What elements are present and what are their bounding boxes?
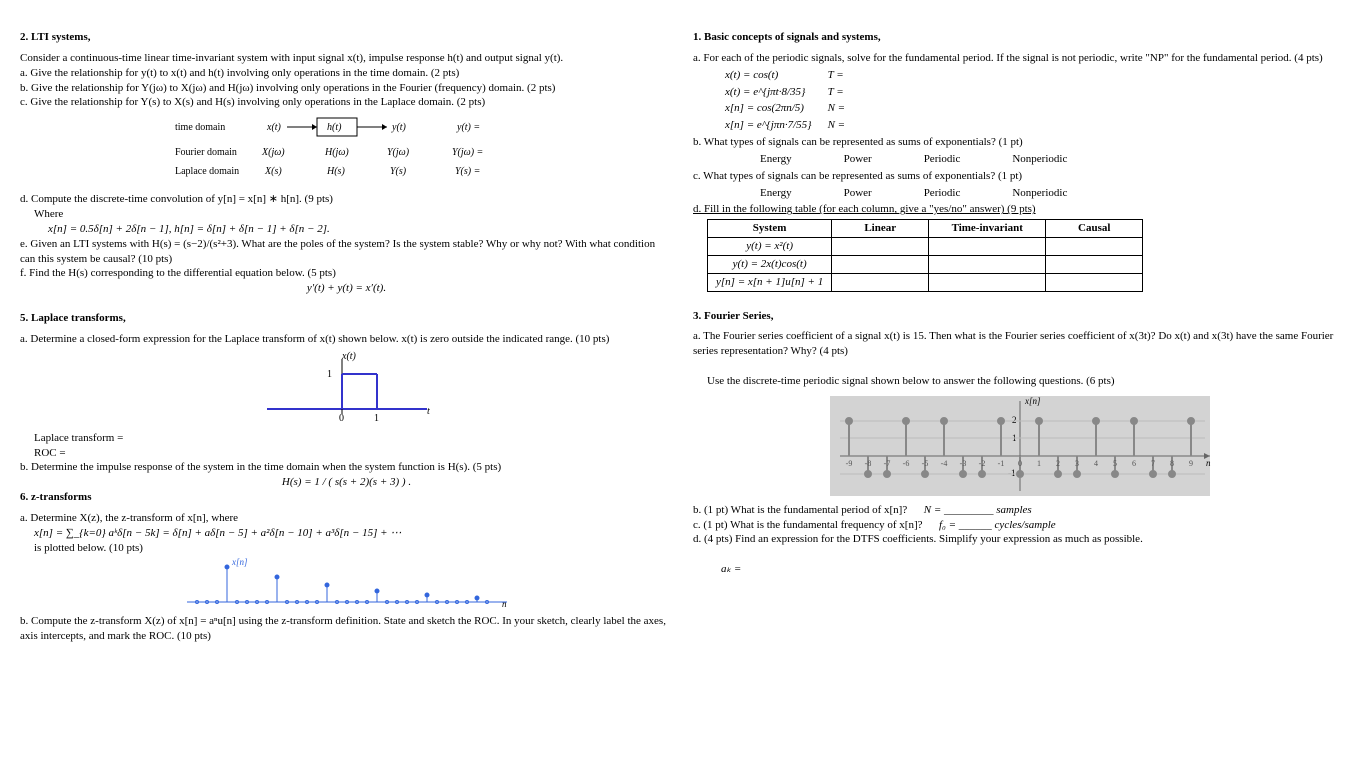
s2-b: b. Give the relationship for Y(jω) to X(… <box>20 81 673 96</box>
s6-a-eq: x[n] = ∑_{k=0} aᵏδ[n − 5k] = δ[n] + aδ[n… <box>34 526 673 541</box>
s2-f-eq: y′(t) + y(t) = x′(t). <box>20 281 673 296</box>
svg-text:-7: -7 <box>883 459 890 468</box>
s5-b: b. Determine the impulse response of the… <box>20 460 673 475</box>
svg-text:-6: -6 <box>902 459 909 468</box>
svg-text:-5: -5 <box>921 459 928 468</box>
svg-text:n: n <box>1206 458 1211 468</box>
s3-b: b. (1 pt) What is the fundamental period… <box>693 503 1346 518</box>
svg-text:0: 0 <box>1018 459 1022 468</box>
s2-e: e. Given an LTI systems with H(s) = (s−2… <box>20 237 673 267</box>
svg-text:8: 8 <box>1170 459 1174 468</box>
s1-a: a. For each of the periodic signals, sol… <box>693 51 1346 66</box>
svg-text:2: 2 <box>1056 459 1060 468</box>
s5-lap: Laplace transform = <box>34 431 673 446</box>
svg-text:0: 0 <box>339 413 344 424</box>
svg-text:x(t): x(t) <box>341 351 357 362</box>
svg-text:y(t): y(t) <box>391 122 407 133</box>
svg-text:Y(jω) =: Y(jω) = <box>452 147 483 158</box>
svg-text:Fourier domain: Fourier domain <box>175 147 237 158</box>
s2-a: a. Give the relationship for y(t) to x(t… <box>20 66 673 81</box>
s5-a: a. Determine a closed-form expression fo… <box>20 332 673 347</box>
s6-a: a. Determine X(z), the z-transform of x[… <box>20 511 673 526</box>
svg-text:time domain: time domain <box>175 122 225 133</box>
discrete-signal-figure: x[n] n 21-1 -9-8-7-6-5-4-3-2-10123456789 <box>693 391 1346 501</box>
s5-b-eq: H(s) = 1 / ( s(s + 2)(s + 3) ) . <box>20 475 673 490</box>
svg-text:3: 3 <box>1075 459 1079 468</box>
s1-d: d. Fill in the following table (for each… <box>693 202 1346 217</box>
svg-text:1: 1 <box>374 413 379 424</box>
s6-b: b. Compute the z-transform X(z) of x[n] … <box>20 614 673 644</box>
s1-c: c. What types of signals can be represen… <box>693 169 1346 184</box>
svg-text:x(t): x(t) <box>266 122 282 133</box>
s1-b: b. What types of signals can be represen… <box>693 135 1346 150</box>
svg-text:y(t) =: y(t) = <box>456 122 480 133</box>
svg-text:-9: -9 <box>845 459 852 468</box>
svg-text:h(t): h(t) <box>327 122 342 133</box>
svg-text:4: 4 <box>1094 459 1098 468</box>
svg-text:7: 7 <box>1151 459 1155 468</box>
svg-text:Y(s): Y(s) <box>390 166 407 177</box>
svg-text:t: t <box>427 406 430 417</box>
s3-use: Use the discrete-time periodic signal sh… <box>707 374 1346 389</box>
s5-roc: ROC = <box>34 446 673 461</box>
svg-text:Laplace domain: Laplace domain <box>175 166 239 177</box>
s2-d: d. Compute the discrete-time convolution… <box>20 192 673 207</box>
s2-d-where: Where <box>34 207 673 222</box>
svg-text:n: n <box>502 599 507 609</box>
s5-title: 5. Laplace transforms, <box>20 312 126 324</box>
svg-text:-2: -2 <box>978 459 985 468</box>
s1-b-options: EnergyPowerPeriodicNonperiodic <box>733 150 1094 169</box>
svg-text:-1: -1 <box>997 459 1004 468</box>
pulse-figure: x(t) t 1 0 1 <box>20 349 673 429</box>
svg-text:2: 2 <box>1012 415 1017 425</box>
svg-text:-1: -1 <box>1008 468 1016 478</box>
right-column: 1. Basic concepts of signals and systems… <box>693 30 1346 644</box>
svg-text:x[n]: x[n] <box>1024 396 1041 406</box>
s2-block-diagram: time domain x(t) h(t) y(t) y(t) = Fourie… <box>20 112 673 190</box>
svg-text:5: 5 <box>1113 459 1117 468</box>
svg-text:Y(s) =: Y(s) = <box>455 166 480 177</box>
svg-text:x[n]: x[n] <box>231 557 248 567</box>
s3-title: 3. Fourier Series, <box>693 310 773 322</box>
svg-text:-8: -8 <box>864 459 871 468</box>
svg-text:-4: -4 <box>940 459 947 468</box>
svg-text:X(jω): X(jω) <box>261 147 285 158</box>
svg-text:-3: -3 <box>959 459 966 468</box>
s3-d: d. (4 pts) Find an expression for the DT… <box>693 532 1346 547</box>
s2-c: c. Give the relationship for Y(s) to X(s… <box>20 95 673 110</box>
left-column: 2. LTI systems, Consider a continuous-ti… <box>20 30 673 644</box>
s2-f: f. Find the H(s) corresponding to the di… <box>20 266 673 281</box>
s2-intro: Consider a continuous-time linear time-i… <box>20 51 673 66</box>
s1-signals-table: x(t) = cos(t)T = x(t) = e^{jπt·8/35}T = … <box>723 66 861 135</box>
svg-text:X(s): X(s) <box>264 166 282 177</box>
s2-title: 2. LTI systems, <box>20 31 91 43</box>
svg-text:1: 1 <box>327 369 332 380</box>
s1-d-table: SystemLinearTime-invariantCausal y(t) = … <box>707 219 1143 291</box>
s1-title: 1. Basic concepts of signals and systems… <box>693 31 881 43</box>
svg-text:9: 9 <box>1189 459 1193 468</box>
svg-text:H(jω): H(jω) <box>324 147 349 158</box>
stem-figure: x[n] n <box>20 557 673 612</box>
s3-a: a. The Fourier series coefficient of a s… <box>693 329 1346 359</box>
s6-title: 6. z-transforms <box>20 491 91 503</box>
svg-text:6: 6 <box>1132 459 1136 468</box>
s1-c-options: EnergyPowerPeriodicNonperiodic <box>733 184 1094 203</box>
svg-text:Y(jω): Y(jω) <box>387 147 410 158</box>
s3-ak: aₖ = <box>721 562 1346 577</box>
s6-a2: is plotted below. (10 pts) <box>34 541 673 556</box>
s2-d-eq: x[n] = 0.5δ[n] + 2δ[n − 1], h[n] = δ[n] … <box>48 222 673 237</box>
s3-c: c. (1 pt) What is the fundamental freque… <box>693 518 1346 533</box>
svg-text:H(s): H(s) <box>326 166 345 177</box>
svg-text:1: 1 <box>1037 459 1041 468</box>
